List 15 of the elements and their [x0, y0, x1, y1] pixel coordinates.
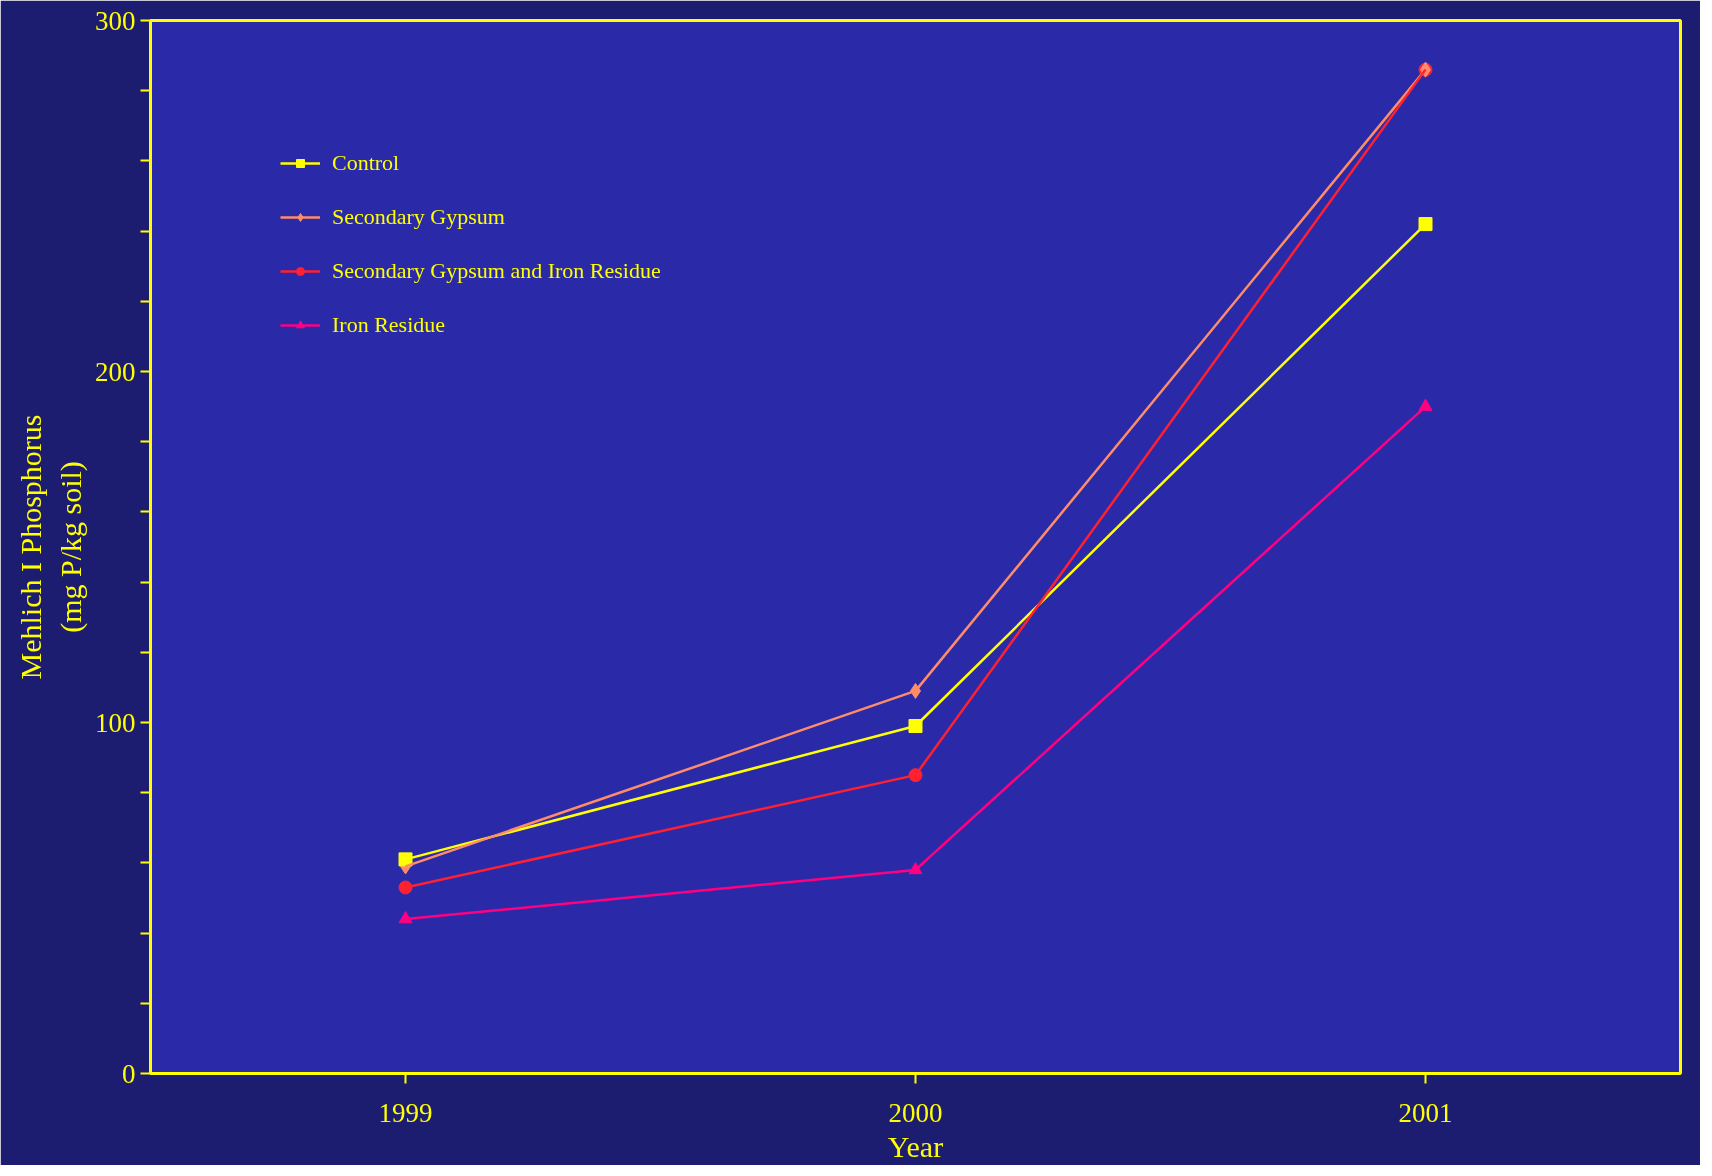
y-tick-label: 100 [95, 707, 136, 738]
y-tick-label: 200 [95, 356, 136, 387]
x-axis-title: Year [887, 1129, 944, 1163]
y-tick-label: 300 [95, 5, 136, 36]
y-tick-label: 0 [122, 1058, 136, 1089]
x-tick-label: 1999 [378, 1097, 433, 1128]
legend-label: Control [332, 150, 400, 176]
x-tick-label: 2001 [1398, 1097, 1453, 1128]
legend-label: Secondary Gypsum [332, 204, 505, 230]
x-tick-label: 2000 [888, 1097, 943, 1128]
y-axis-title: Mehlich I Phosphorus (mg P/kg soil) [14, 414, 88, 680]
point [398, 852, 413, 867]
legend-label: Secondary Gypsum and Iron Residue [332, 258, 661, 284]
legend-label: Iron Residue [332, 312, 446, 338]
point [1418, 217, 1433, 232]
